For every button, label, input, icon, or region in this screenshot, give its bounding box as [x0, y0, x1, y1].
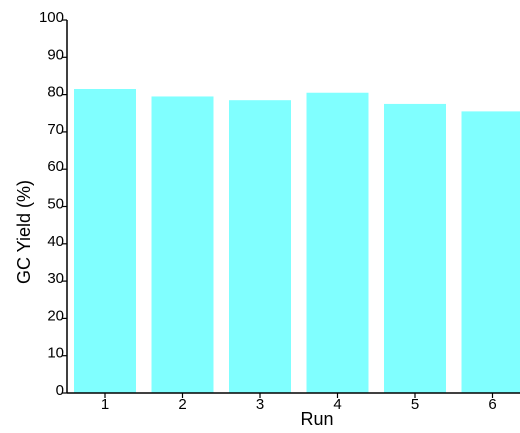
y-tick-label: 80 — [47, 84, 64, 101]
y-tick-label: 40 — [47, 233, 64, 250]
y-tick-label: 50 — [47, 196, 64, 213]
y-tick-label: 20 — [47, 307, 64, 324]
x-axis-title: Run — [300, 409, 333, 428]
bar-run-4 — [307, 93, 369, 393]
x-tick-label: 5 — [411, 396, 419, 413]
y-tick-label: 90 — [47, 46, 64, 63]
x-tick-label: 6 — [488, 396, 496, 413]
y-ticks-group: 0 10 20 30 40 50 60 70 80 90 100 — [39, 9, 67, 399]
y-tick-label: 60 — [47, 158, 64, 175]
y-axis-title: GC Yield (%) — [14, 180, 34, 284]
bars-group — [74, 89, 520, 393]
bar-run-3 — [229, 100, 291, 393]
bar-run-5 — [384, 104, 446, 393]
x-tick-label: 3 — [256, 396, 264, 413]
bar-run-2 — [152, 96, 214, 393]
bar-run-1 — [74, 89, 136, 393]
y-tick-label: 100 — [39, 9, 64, 26]
y-tick-label: 10 — [47, 345, 64, 362]
x-tick-label: 1 — [101, 396, 109, 413]
y-tick-label: 30 — [47, 270, 64, 287]
bar-run-6 — [462, 111, 520, 393]
x-tick-label: 4 — [333, 396, 341, 413]
y-tick-label: 0 — [56, 382, 64, 399]
y-tick-label: 70 — [47, 121, 64, 138]
x-tick-label: 2 — [178, 396, 186, 413]
x-ticks-group: 1 2 3 4 5 6 — [101, 393, 497, 413]
